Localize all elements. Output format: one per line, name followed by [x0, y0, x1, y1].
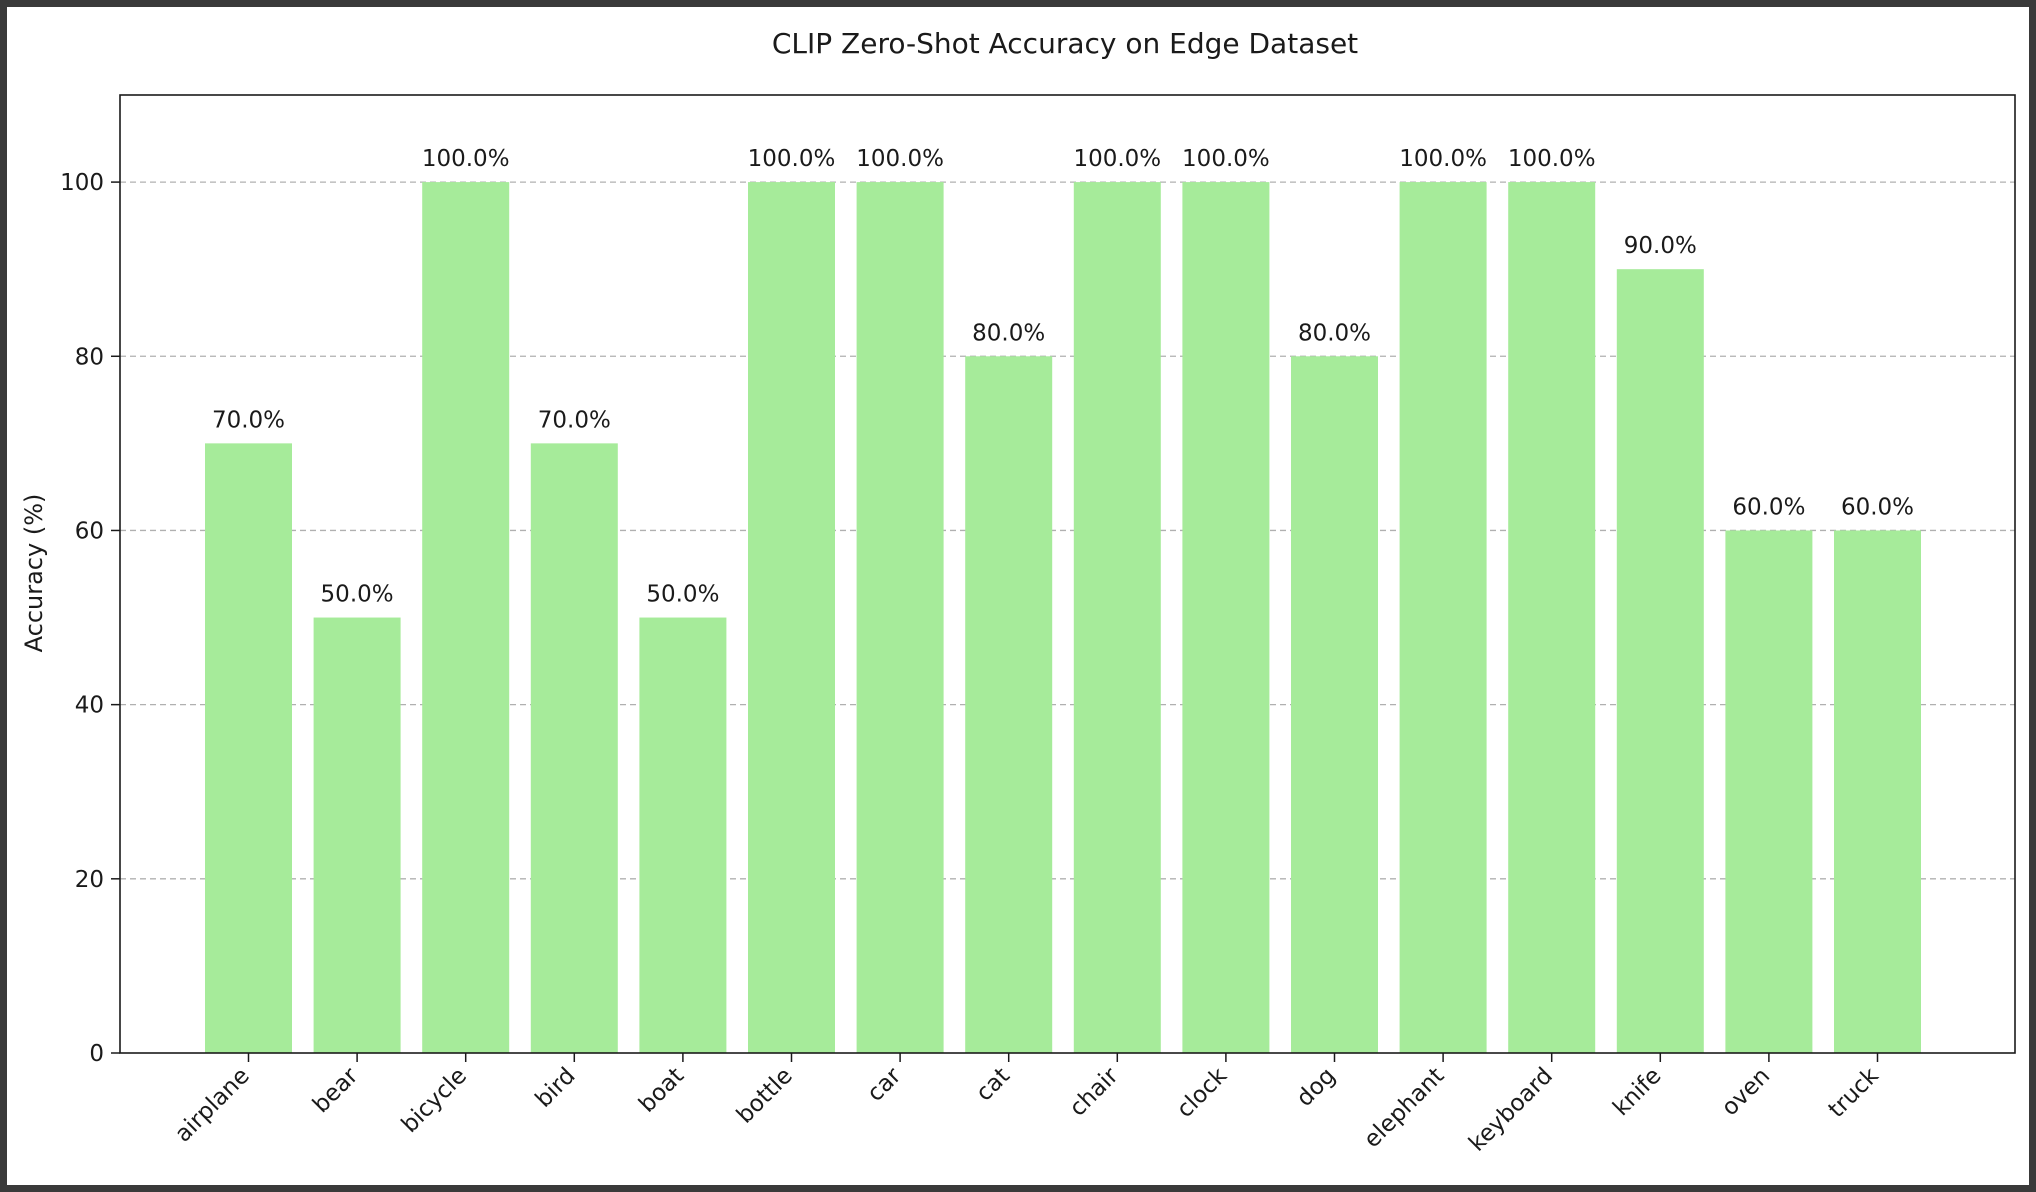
bar-chair	[1073, 182, 1161, 1053]
data-label-truck: 60.0%	[1841, 494, 1914, 520]
figure-frame: CLIP Zero-Shot Accuracy on Edge Dataset …	[7, 7, 2029, 1185]
x-tick-label-bottle: bottle	[732, 1063, 798, 1129]
data-label-airplane: 70.0%	[212, 407, 285, 433]
y-tick-label: 40	[75, 693, 104, 719]
chart-title: CLIP Zero-Shot Accuracy on Edge Dataset	[772, 27, 1358, 60]
y-tick-label: 100	[60, 170, 104, 196]
data-label-dog: 80.0%	[1298, 320, 1371, 346]
x-tick-label-clock: clock	[1172, 1062, 1233, 1123]
x-tick-label-cat: cat	[971, 1063, 1015, 1107]
bar-chart: CLIP Zero-Shot Accuracy on Edge Dataset …	[20, 27, 2016, 1157]
bar-cat	[965, 356, 1053, 1054]
y-axis-label: Accuracy (%)	[20, 494, 48, 653]
x-tick-label-bear: bear	[308, 1062, 364, 1118]
bar-knife	[1616, 269, 1704, 1053]
bar-truck	[1834, 530, 1921, 1053]
bar-bottle	[748, 182, 835, 1053]
data-label-knife: 90.0%	[1624, 233, 1697, 259]
bar-bear	[313, 617, 401, 1053]
bar-oven	[1725, 530, 1813, 1053]
y-tick-label: 60	[75, 518, 104, 544]
data-label-chair: 100.0%	[1073, 146, 1161, 172]
x-tick-label-elephant: elephant	[1359, 1063, 1449, 1153]
data-label-clock: 100.0%	[1182, 146, 1270, 172]
data-labels: 70.0% 50.0% 100.0% 70.0% 50.0% 100.0% 100.0% 80…	[212, 146, 1914, 607]
y-tick-label: 80	[75, 344, 104, 370]
x-tick-label-dog: dog	[1292, 1063, 1341, 1112]
x-tick-label-oven: oven	[1717, 1063, 1775, 1121]
bar-keyboard	[1508, 182, 1596, 1053]
data-label-elephant: 100.0%	[1399, 146, 1487, 172]
data-label-bird: 70.0%	[538, 407, 611, 433]
x-tick-label-truck: truck	[1824, 1062, 1885, 1123]
x-tick-label-bird: bird	[531, 1063, 581, 1113]
bar-dog	[1291, 356, 1378, 1054]
x-tick-label-knife: knife	[1608, 1063, 1666, 1121]
bar-bird	[530, 443, 618, 1053]
x-tick-label-keyboard: keyboard	[1464, 1063, 1558, 1157]
x-tick-label-chair: chair	[1065, 1062, 1124, 1121]
y-tick-label: 20	[75, 867, 104, 893]
x-tick-label-bicycle: bicycle	[397, 1063, 472, 1138]
bar-boat	[639, 617, 727, 1053]
data-label-boat: 50.0%	[646, 582, 719, 608]
data-label-cat: 80.0%	[972, 320, 1045, 346]
data-label-bicycle: 100.0%	[422, 146, 510, 172]
bar-clock	[1182, 182, 1270, 1053]
data-label-car: 100.0%	[856, 146, 944, 172]
x-tick-label-airplane: airplane	[170, 1063, 255, 1148]
plot-border	[119, 94, 2016, 1054]
y-tick-label: 0	[89, 1041, 104, 1067]
bar-airplane	[205, 443, 292, 1053]
data-label-oven: 60.0%	[1732, 494, 1805, 520]
data-label-keyboard: 100.0%	[1508, 146, 1596, 172]
bar-elephant	[1399, 182, 1487, 1053]
bars	[205, 182, 1921, 1054]
data-label-bear: 50.0%	[321, 582, 394, 608]
bar-car	[856, 182, 944, 1053]
bar-bicycle	[422, 182, 510, 1053]
x-tick-label-car: car	[862, 1062, 906, 1106]
x-tick-label-boat: boat	[634, 1063, 689, 1118]
data-label-bottle: 100.0%	[748, 146, 836, 172]
